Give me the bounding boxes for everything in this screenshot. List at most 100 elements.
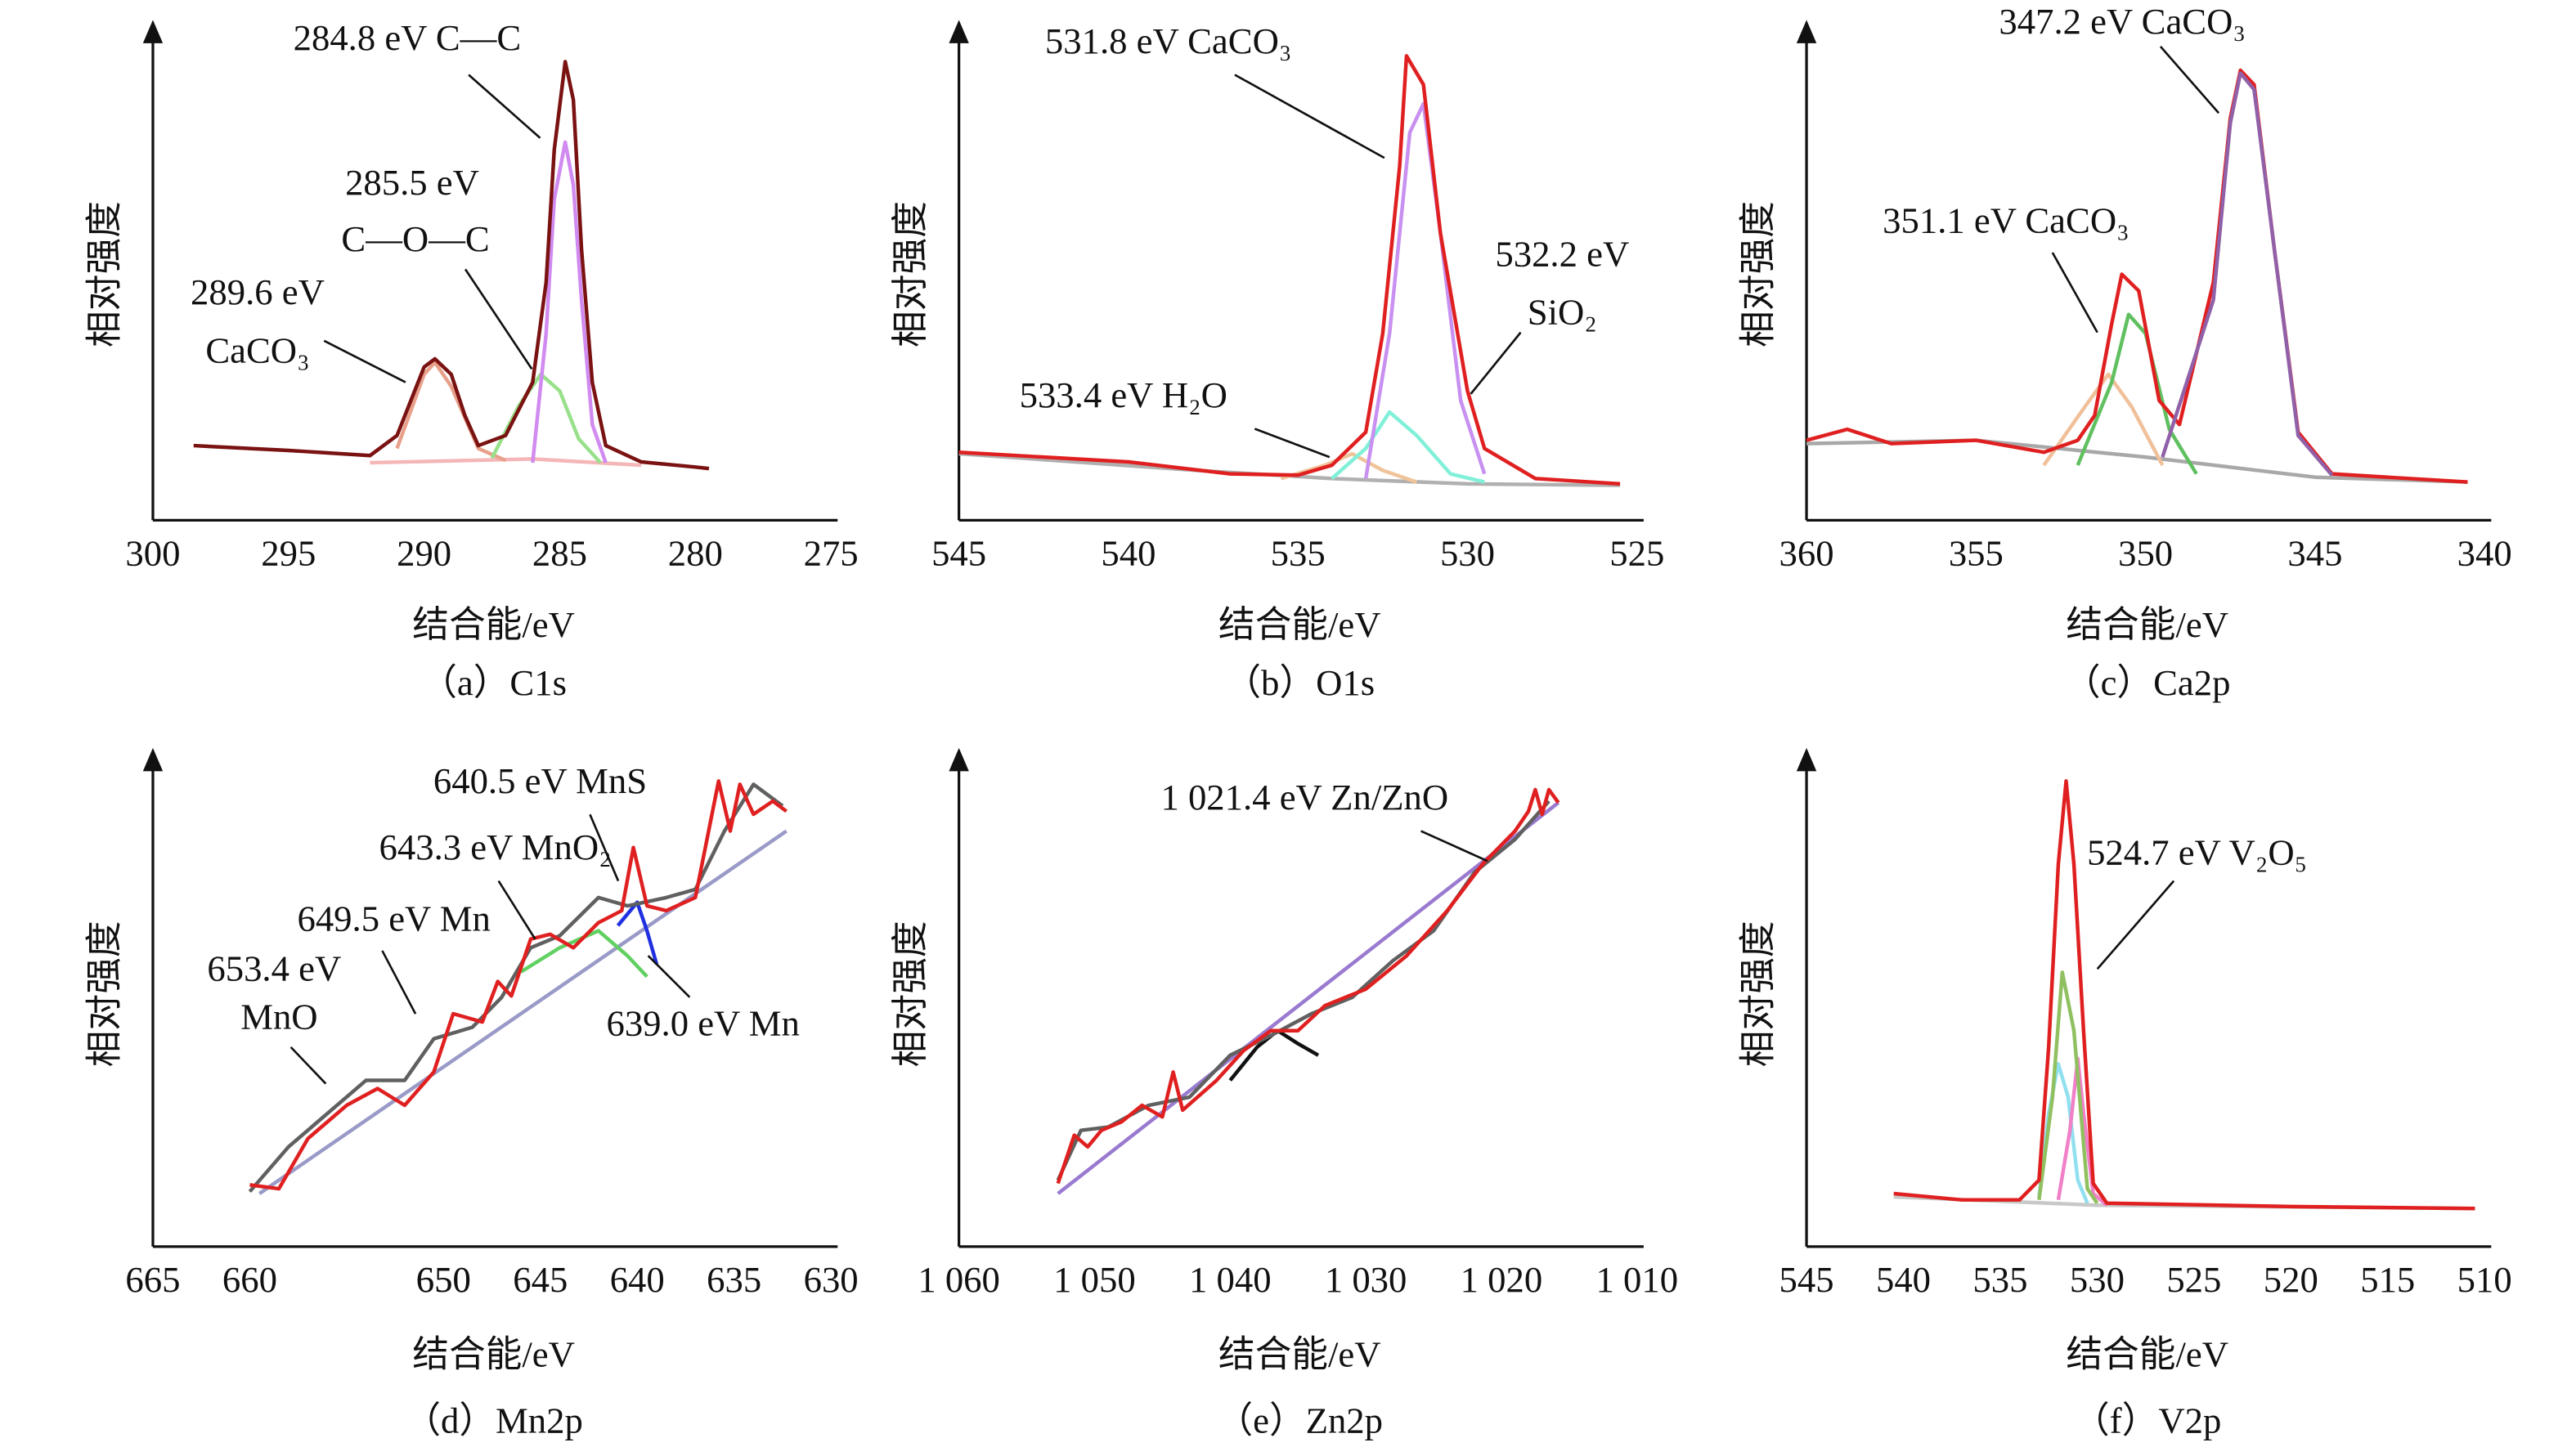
annotation: C—O—C <box>341 218 489 259</box>
annotation-leader <box>497 880 536 940</box>
x-tick-label: 510 <box>2457 1259 2512 1300</box>
spectrum-line <box>1056 787 1560 1185</box>
x-axis-label: 结合能/eV <box>2066 604 2228 645</box>
x-tick-label: 635 <box>707 1259 761 1300</box>
spectrum-line <box>1057 801 1560 1195</box>
annotation-leader <box>2096 880 2175 970</box>
annotation: 639.0 eV Mn <box>606 1003 799 1044</box>
x-tick-label: 360 <box>1779 532 1834 573</box>
spectrum-line <box>193 60 710 471</box>
annotation-leader <box>1234 74 1385 159</box>
x-tick-label: 345 <box>2287 532 2342 573</box>
x-tick-label: 285 <box>532 532 587 573</box>
x-tick-label: 540 <box>1876 1259 1931 1300</box>
x-tick-label: 525 <box>1609 532 1664 573</box>
x-tick-label: 650 <box>416 1259 471 1300</box>
spectrum-line <box>2037 970 2099 1205</box>
x-tick-label: 340 <box>2457 532 2512 573</box>
spectrum-line <box>249 779 788 1191</box>
spectrum-line <box>2076 312 2198 475</box>
x-tick-label: 1 040 <box>1189 1259 1272 1300</box>
annotation: 289.6 eV <box>191 271 325 312</box>
x-tick-label: 525 <box>2166 1259 2221 1300</box>
x-tick-label: 535 <box>1271 532 1326 573</box>
annotation: MnO <box>240 997 317 1037</box>
y-axis-label: 相对强度 <box>890 921 931 1067</box>
spectrum-line <box>2056 1056 2108 1207</box>
x-tick-label: 1 050 <box>1053 1259 1136 1300</box>
annotation-leader <box>323 339 406 383</box>
x-tick-label: 520 <box>2264 1259 2318 1300</box>
annotation-leader <box>464 268 533 370</box>
spectrum-line <box>1893 779 2475 1211</box>
annotation: 643.3 eV MnO₂ <box>379 827 612 867</box>
spectrum-line <box>490 372 602 464</box>
x-tick-label: 275 <box>804 532 859 573</box>
x-tick-label: 300 <box>125 532 180 573</box>
y-axis-label: 相对强度 <box>1737 201 1778 347</box>
x-tick-label: 640 <box>610 1259 665 1300</box>
spectrum-line <box>1331 410 1485 484</box>
x-tick-label: 645 <box>513 1259 568 1300</box>
annotation: 351.1 eV CaCO₃ <box>1883 200 2129 241</box>
x-axis-label: 结合能/eV <box>2066 1333 2228 1374</box>
annotation: 533.4 eV H₂O <box>1020 374 1227 415</box>
x-tick-label: 535 <box>1972 1259 2027 1300</box>
x-axis-label: 结合能/eV <box>1218 604 1381 645</box>
spectrum-line <box>1228 1028 1320 1082</box>
spectrum-line <box>1363 101 1487 479</box>
y-axis-arrow <box>142 747 164 772</box>
x-tick-label: 1 060 <box>918 1259 1000 1300</box>
x-tick-label: 1 010 <box>1595 1259 1678 1300</box>
x-tick-label: 540 <box>1101 532 1156 573</box>
annotation: 347.2 eV CaCO₃ <box>1999 1 2246 42</box>
spectrum-line <box>248 782 784 1193</box>
spectrum-line <box>395 360 507 463</box>
x-tick-label: 295 <box>261 532 316 573</box>
panel-caption: （e）Zn2p <box>1216 1400 1383 1441</box>
x-axis-label: 结合能/eV <box>412 604 575 645</box>
annotation-leader <box>289 1046 327 1085</box>
annotation: 532.2 eV <box>1495 233 1629 274</box>
annotation-leader <box>2159 46 2220 114</box>
annotation: 653.4 eV <box>207 948 341 989</box>
annotation: 531.8 eV CaCO₃ <box>1045 20 1292 61</box>
y-axis-arrow <box>1796 20 1817 43</box>
x-tick-label: 1 030 <box>1325 1259 1407 1300</box>
y-axis-label: 相对强度 <box>1737 921 1778 1067</box>
spectrum-line <box>258 829 788 1195</box>
spectrum-line <box>519 929 648 979</box>
y-axis-label: 相对强度 <box>83 201 124 347</box>
annotation-leader <box>589 813 620 882</box>
panel-caption: （b）O1s <box>1224 662 1375 703</box>
panel-caption: （f）V2p <box>2073 1400 2221 1441</box>
annotation-leader <box>468 74 541 139</box>
annotation: 284.8 eV C—C <box>294 17 522 58</box>
y-axis-arrow <box>142 20 164 43</box>
x-tick-label: 290 <box>397 532 451 573</box>
x-tick-label: 355 <box>1949 532 2004 573</box>
annotation-leader <box>1254 428 1331 459</box>
x-tick-label: 545 <box>931 532 986 573</box>
spectrum-line <box>531 140 608 464</box>
panel-caption: （a）C1s <box>420 662 567 703</box>
spectrum-line <box>616 900 659 965</box>
spectrum-line <box>2161 71 2334 477</box>
x-tick-label: 530 <box>2070 1259 2125 1300</box>
panel-caption: （d）Mn2p <box>404 1400 583 1441</box>
x-tick-label: 665 <box>125 1259 180 1300</box>
panel-caption: （c）Ca2p <box>2064 662 2231 703</box>
annotation: 649.5 eV Mn <box>297 898 490 939</box>
annotation: 285.5 eV <box>345 162 479 203</box>
annotation-leader <box>381 950 417 1015</box>
x-tick-label: 350 <box>2118 532 2173 573</box>
annotation: SiO₂ <box>1528 292 1597 333</box>
spectrum-line <box>958 54 1621 486</box>
spectrum-line <box>2042 372 2165 467</box>
y-axis-label: 相对强度 <box>83 921 124 1067</box>
y-axis-label: 相对强度 <box>890 201 931 347</box>
x-tick-label: 530 <box>1440 532 1495 573</box>
y-axis-arrow <box>949 20 969 43</box>
annotation: 1 021.4 eV Zn/ZnO <box>1160 777 1448 818</box>
